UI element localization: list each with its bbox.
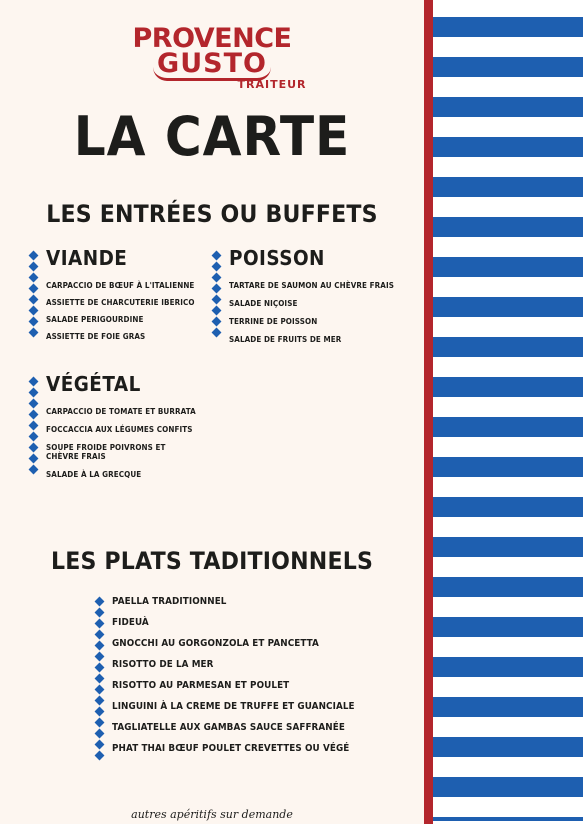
logo-traiteur: TRAITEUR	[237, 78, 307, 91]
diamond-bullets-viande	[28, 250, 39, 340]
list-poisson: TARTARE DE SAUMON AU CHÈVRE FRAIS SALADE…	[229, 281, 419, 353]
list-item: SALADE DE FRUITS DE MER	[229, 335, 342, 344]
logo-provence: PROVENCE	[132, 23, 292, 54]
list-item: SALADE À LA GRECQUE	[46, 470, 142, 479]
list-item: PAELLA TRADITIONNEL	[112, 596, 227, 607]
list-item: RISOTTO DE LA MER	[112, 659, 214, 670]
diamond-bullets-plats	[94, 596, 105, 763]
marinière-stripes	[433, 0, 583, 824]
page-title: LA CARTE	[73, 105, 351, 168]
footer-note: autres apéritifs sur demande	[131, 808, 293, 821]
section-title-plats: LES PLATS TADITIONNELS	[50, 547, 374, 575]
list-item: RISOTTO AU PARMESAN ET POULET	[112, 680, 290, 691]
list-item: TAGLIATELLE AUX GAMBAS SAUCE SAFFRANÉE	[112, 722, 345, 733]
diamond-bullets-poisson	[211, 250, 222, 340]
list-item: GNOCCHI AU GORGONZOLA ET PANCETTA	[112, 638, 319, 649]
section-title-entrees: LES ENTRÉES OU BUFFETS	[46, 200, 378, 228]
list-item: CARPACCIO DE TOMATE ET BURRATA	[46, 407, 196, 416]
list-item: TERRINE DE POISSON	[229, 317, 318, 326]
list-item: LINGUINI À LA CREME DE TRUFFE ET GUANCIA…	[112, 701, 355, 712]
list-item: TARTARE DE SAUMON AU CHÈVRE FRAIS	[229, 281, 394, 290]
list-viande: CARPACCIO DE BŒUF À L'ITALIENNE ASSIETTE…	[46, 281, 226, 349]
list-item: FIDEUÀ	[112, 617, 149, 628]
list-vegetal: CARPACCIO DE TOMATE ET BURRATA FOCCACCIA…	[46, 407, 216, 488]
category-viande: VIANDE	[46, 246, 128, 270]
list-item: SALADE PERIGOURDINE	[46, 315, 144, 324]
list-item: SALADE NIÇOISE	[229, 299, 298, 308]
category-poisson: POISSON	[229, 246, 325, 270]
diamond-bullets-vegetal	[28, 376, 39, 477]
red-divider-bar	[424, 0, 433, 824]
list-plats: PAELLA TRADITIONNEL FIDEUÀ GNOCCHI AU GO…	[112, 596, 412, 764]
list-item: CARPACCIO DE BŒUF À L'ITALIENNE	[46, 281, 195, 290]
category-vegetal: VÉGÉTAL	[46, 372, 141, 396]
list-item: SOUPE FROIDE POIVRONS ET CHÈVRE FRAIS	[46, 443, 166, 461]
logo-gusto-text: GUSTO	[153, 50, 271, 81]
list-item: PHAT THAI BŒUF POULET CREVETTES OU VÉGÉ	[112, 743, 350, 754]
list-item: ASSIETTE DE FOIE GRAS	[46, 332, 146, 341]
menu-page: PROVENCE GUSTO TRAITEUR LA CARTE LES ENT…	[0, 23, 424, 821]
list-item: ASSIETTE DE CHARCUTERIE IBERICO	[46, 298, 195, 307]
list-item: FOCCACCIA AUX LÉGUMES CONFITS	[46, 425, 193, 434]
logo-gusto: GUSTO	[0, 50, 424, 81]
